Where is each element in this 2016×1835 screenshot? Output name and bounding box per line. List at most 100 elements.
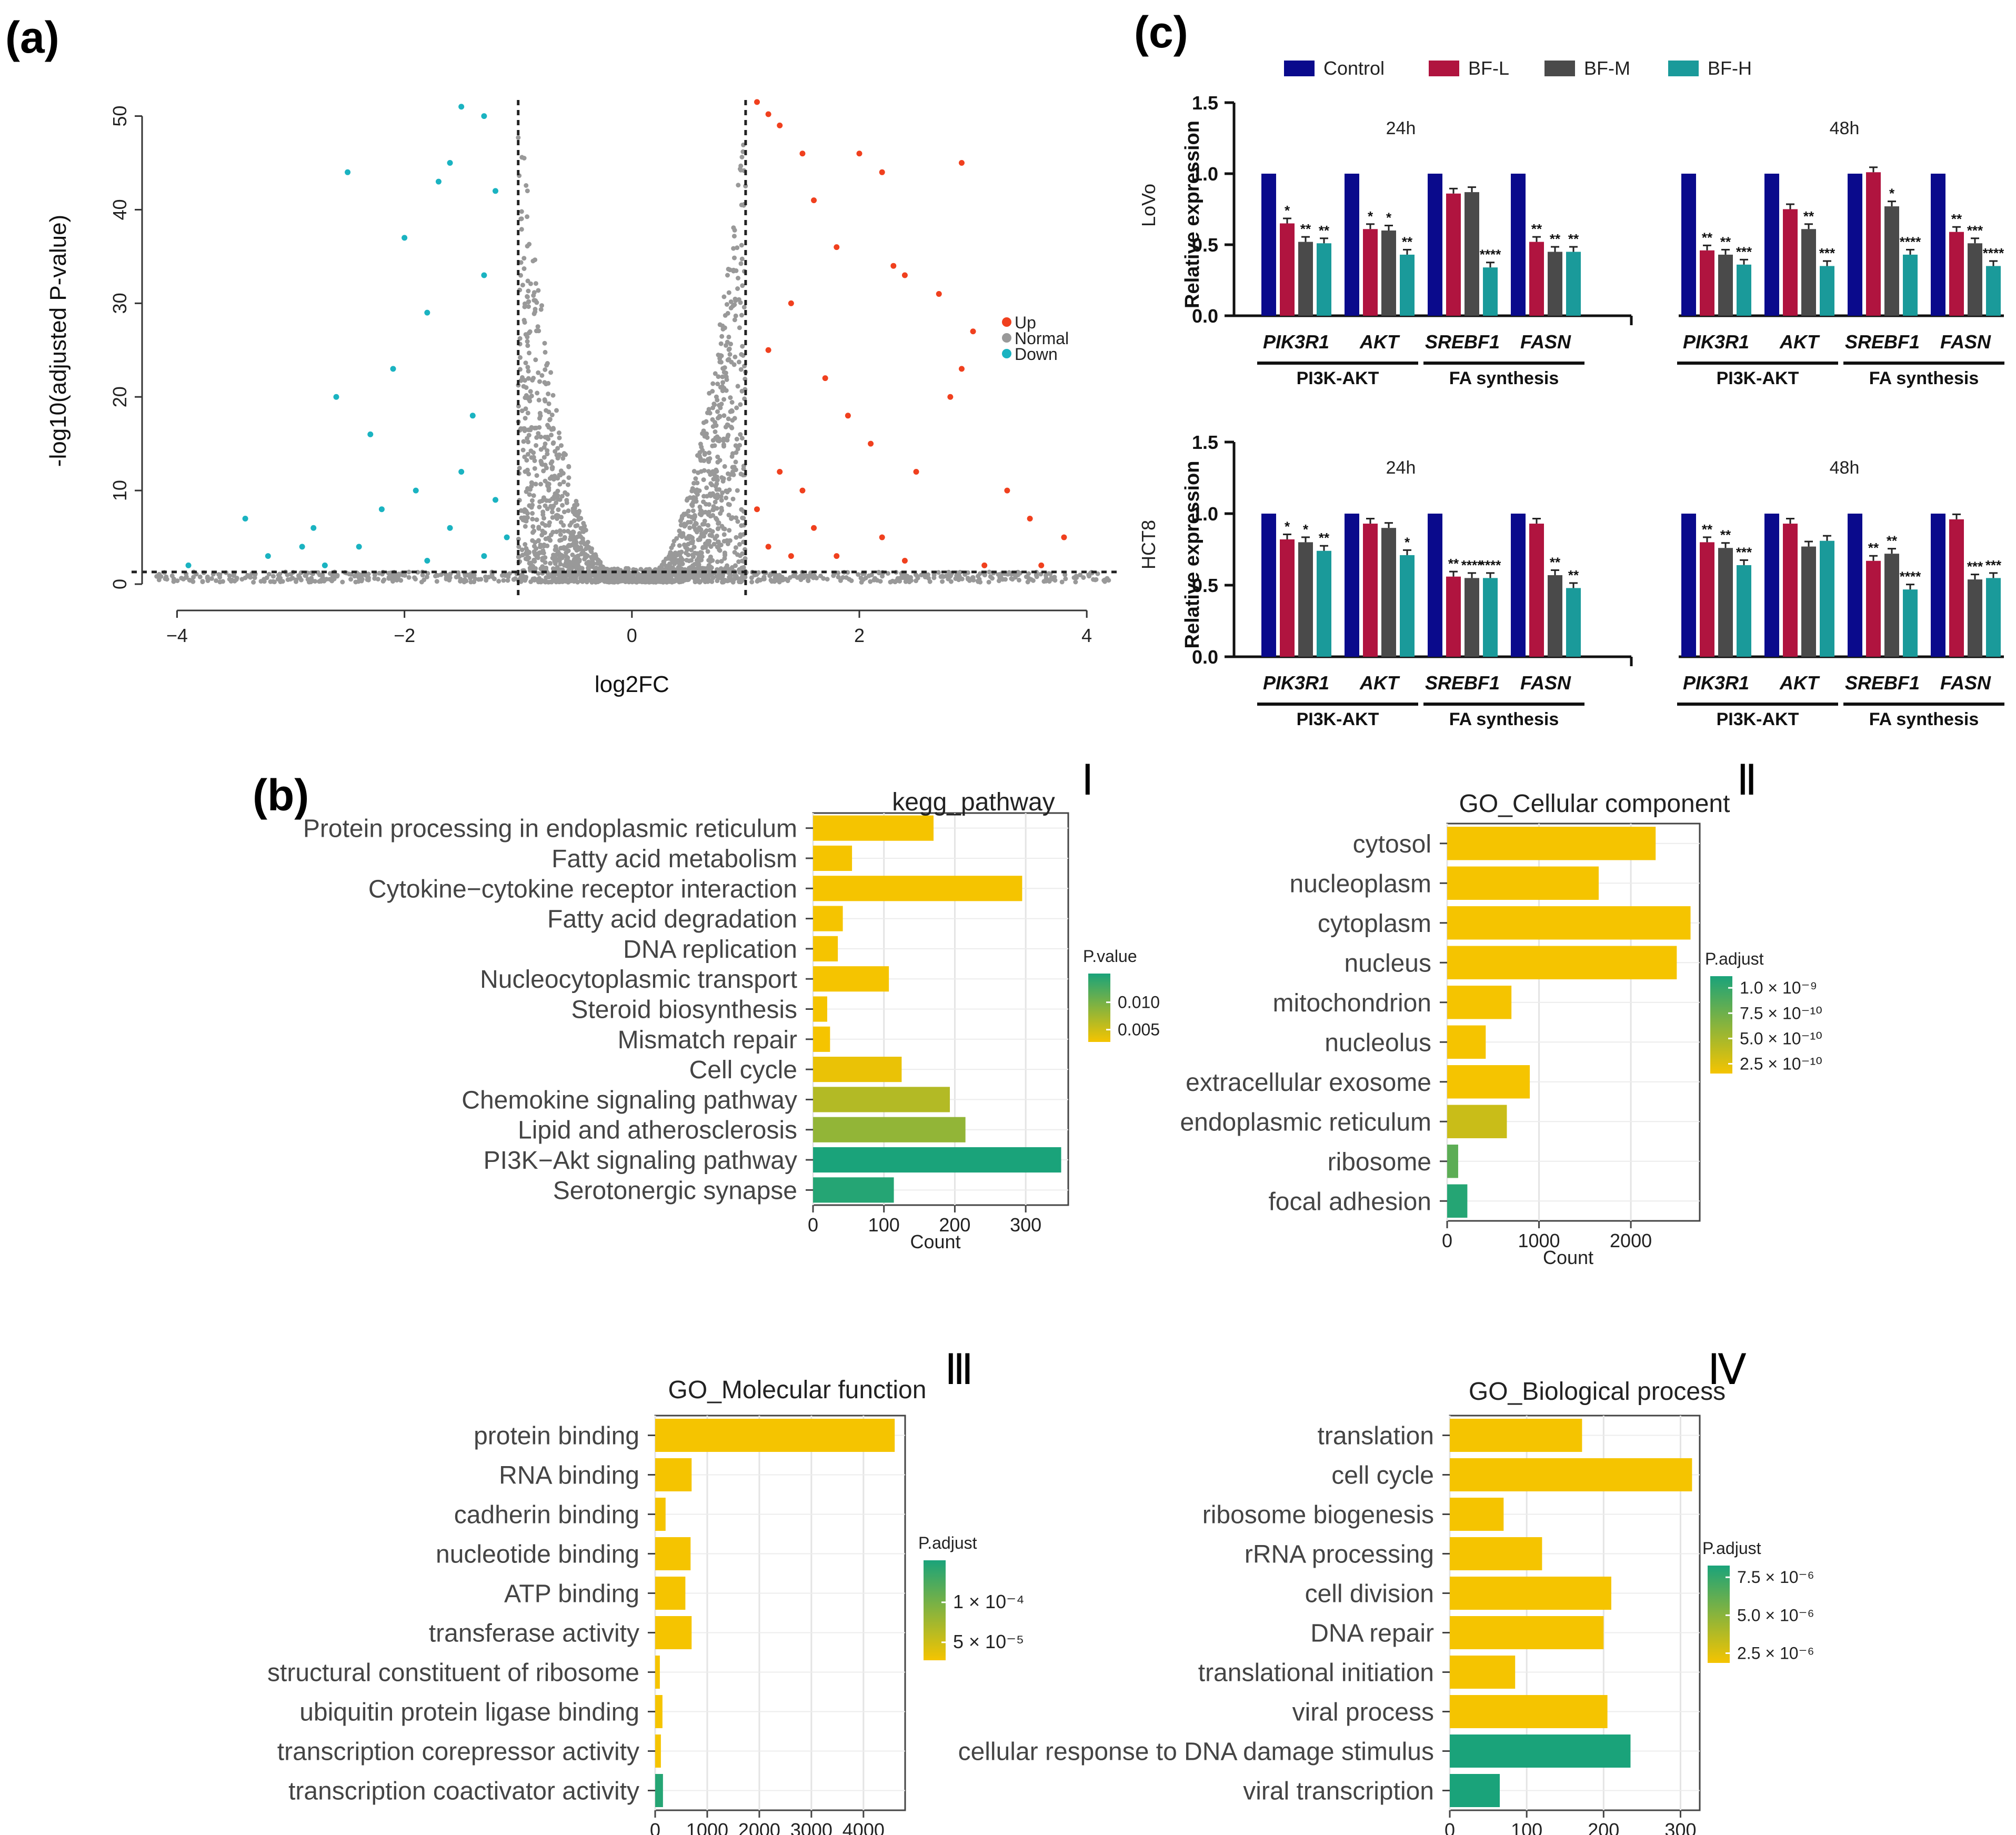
normal-point — [285, 577, 290, 582]
bar — [813, 966, 889, 992]
legend-title: P.value — [1083, 947, 1137, 966]
normal-point — [729, 516, 734, 522]
up-point — [1027, 515, 1033, 522]
normal-point — [535, 551, 540, 556]
expression-bar — [1903, 254, 1918, 316]
normal-point — [734, 515, 739, 520]
expression-bar — [1903, 589, 1918, 657]
normal-point — [723, 553, 727, 558]
normal-point — [555, 476, 560, 481]
normal-point — [721, 294, 727, 299]
normal-point — [798, 577, 804, 583]
down-point — [447, 525, 453, 531]
normal-point — [197, 574, 203, 579]
normal-point — [575, 534, 580, 539]
normal-point — [536, 538, 541, 544]
up-point — [970, 328, 976, 335]
normal-point — [544, 465, 549, 470]
down-point — [185, 562, 192, 568]
category-label: nucleoplasm — [1290, 870, 1431, 898]
normal-point — [570, 529, 576, 535]
normal-point — [525, 188, 530, 194]
normal-point — [1049, 576, 1055, 581]
normal-point — [541, 495, 546, 500]
normal-point — [270, 574, 276, 579]
normal-point — [164, 574, 169, 579]
bar — [1450, 1774, 1500, 1807]
normal-point — [720, 479, 726, 484]
normal-point — [849, 578, 854, 583]
normal-point — [710, 381, 716, 386]
expression-bar — [1317, 550, 1331, 657]
normal-point — [727, 569, 732, 574]
normal-point — [519, 515, 524, 520]
normal-point — [406, 575, 412, 580]
normal-point — [690, 508, 696, 514]
scale-label: 2.5 × 10⁻¹⁰ — [1740, 1055, 1822, 1074]
go-molecular-function-chart: protein binding RNA binding cadherin bindi… — [267, 1376, 1025, 1835]
panel-b-sub-4: Ⅳ — [1708, 1347, 1747, 1393]
normal-point — [396, 571, 401, 577]
bar — [1450, 1498, 1504, 1531]
normal-point — [424, 574, 429, 579]
normal-point — [733, 443, 738, 448]
normal-point — [559, 494, 565, 499]
gene-label: AKT — [1779, 331, 1820, 353]
normal-point — [716, 374, 721, 379]
normal-point — [356, 573, 361, 578]
normal-point — [352, 574, 357, 579]
normal-point — [695, 480, 700, 486]
normal-point — [726, 266, 731, 272]
normal-point — [519, 547, 525, 553]
normal-point — [732, 255, 737, 260]
normal-point — [735, 488, 740, 493]
category-label: Protein processing in endoplasmic reticu… — [303, 815, 797, 843]
normal-point — [730, 496, 736, 502]
normal-point — [522, 378, 527, 383]
normal-point — [726, 334, 731, 339]
normal-point — [525, 343, 530, 348]
normal-point — [492, 576, 497, 581]
normal-point — [701, 477, 706, 483]
volcano-x-label: log2FC — [595, 671, 669, 697]
normal-point — [561, 479, 566, 485]
normal-point — [702, 452, 707, 457]
normal-point — [530, 564, 535, 569]
normal-point — [566, 508, 571, 513]
expression-bar — [1529, 242, 1544, 316]
normal-point — [707, 390, 712, 396]
normal-point — [678, 523, 684, 528]
normal-point — [717, 547, 722, 553]
normal-point — [721, 442, 726, 447]
category-label: ATP binding — [504, 1580, 639, 1608]
significance-mark: ** — [1319, 223, 1330, 238]
normal-point — [638, 567, 644, 572]
normal-point — [561, 523, 566, 528]
normal-point — [531, 290, 537, 295]
normal-point — [686, 558, 691, 564]
normal-point — [710, 443, 715, 448]
scale-label: 7.5 × 10⁻⁶ — [1737, 1568, 1814, 1587]
significance-mark: ** — [1951, 211, 1962, 227]
normal-point — [588, 578, 594, 583]
normal-point — [878, 579, 883, 584]
normal-point — [533, 357, 538, 363]
normal-point — [551, 477, 556, 482]
normal-point — [931, 573, 937, 577]
normal-point — [306, 579, 312, 585]
normal-point — [554, 453, 559, 458]
normal-point — [709, 483, 715, 487]
y-axis-label: Relative expression — [1181, 121, 1203, 308]
bar — [1447, 986, 1512, 1019]
scale-label: 5.0 × 10⁻¹⁰ — [1740, 1029, 1822, 1048]
up-point — [890, 263, 897, 269]
normal-point — [728, 574, 733, 579]
up-point — [765, 111, 771, 117]
down-point — [413, 487, 419, 494]
normal-point — [447, 575, 453, 580]
pathway-label: PI3K-AKT — [1717, 368, 1799, 388]
category-label: Cell cycle — [689, 1056, 797, 1084]
bar — [1450, 1616, 1604, 1649]
normal-point — [727, 352, 733, 357]
expression-bar — [1949, 232, 1964, 316]
